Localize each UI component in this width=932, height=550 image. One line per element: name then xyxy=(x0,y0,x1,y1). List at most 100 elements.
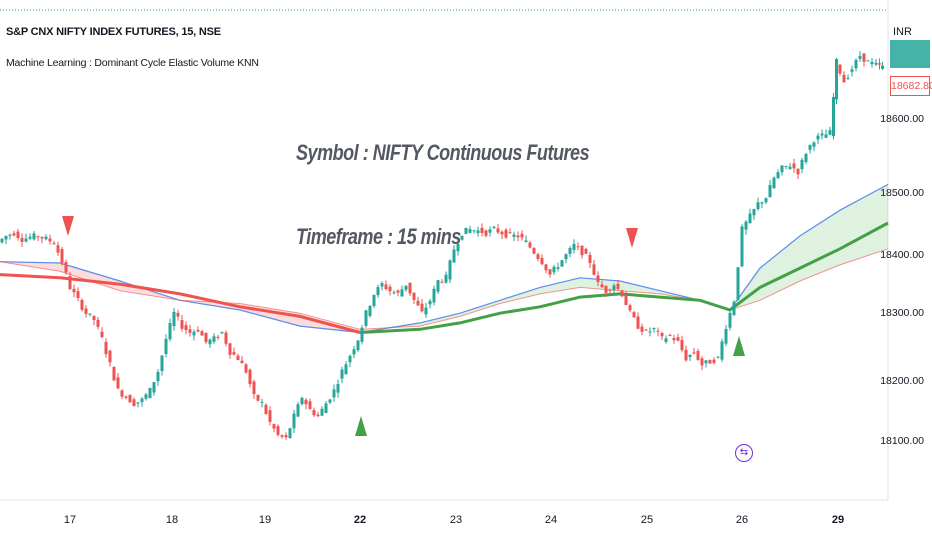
candle-body xyxy=(340,369,344,379)
slow-line xyxy=(0,248,889,330)
candle-body xyxy=(412,292,416,301)
candle-body xyxy=(136,402,140,404)
candle-body xyxy=(168,323,172,340)
candle-body xyxy=(52,243,56,245)
candle-body xyxy=(672,338,676,341)
candle-body xyxy=(500,231,504,235)
candle-body xyxy=(208,339,212,345)
candle-body xyxy=(264,404,268,414)
candle-body xyxy=(820,133,824,136)
candle-body xyxy=(324,403,328,414)
candle-body xyxy=(132,399,136,407)
candle-body xyxy=(344,364,348,375)
sell-signal-marker xyxy=(62,216,74,236)
candle-body xyxy=(612,285,616,290)
time-axis-label: 19 xyxy=(258,514,272,526)
candle-body xyxy=(748,213,752,224)
candle-body xyxy=(472,230,476,232)
candle-body xyxy=(252,381,256,395)
candle-body xyxy=(788,166,792,170)
candle-body xyxy=(436,280,440,292)
candle-body xyxy=(480,227,484,233)
candle-body xyxy=(752,209,756,216)
candle-body xyxy=(596,275,600,282)
candle-body xyxy=(160,355,164,371)
time-axis-label: 17 xyxy=(63,514,77,526)
candle-body xyxy=(120,390,124,397)
currency-label[interactable]: INR xyxy=(893,26,912,38)
candle-body xyxy=(124,396,128,398)
candle-body xyxy=(92,315,96,321)
candle-body xyxy=(260,401,264,403)
candle-body xyxy=(364,310,368,326)
candle-body xyxy=(428,300,432,305)
time-axis-label: 23 xyxy=(449,514,463,526)
candle-body xyxy=(384,284,388,290)
candle-body xyxy=(88,313,92,315)
band-fill-up xyxy=(420,184,888,327)
candle-body xyxy=(576,246,580,248)
candle-body xyxy=(724,329,728,344)
candle-body xyxy=(0,238,4,243)
candle-body xyxy=(76,291,80,298)
time-axis-label: 24 xyxy=(544,514,558,526)
candle-body xyxy=(796,168,800,175)
candle-body xyxy=(764,198,768,203)
candle-body xyxy=(72,288,76,293)
candle-body xyxy=(288,428,292,439)
candle-body xyxy=(640,326,644,332)
candle-body xyxy=(336,384,340,393)
candle-body xyxy=(504,229,508,238)
candle-body xyxy=(800,159,804,170)
candle-body xyxy=(688,354,692,357)
candle-body xyxy=(608,289,612,291)
candle-body xyxy=(832,96,835,137)
event-icon[interactable]: ⇆ xyxy=(735,444,753,462)
candle-body xyxy=(224,332,228,344)
candle-body xyxy=(380,283,384,287)
time-axis-label: 18 xyxy=(165,514,179,526)
candle-body xyxy=(144,394,148,399)
candle-body xyxy=(240,360,244,364)
candle-body xyxy=(128,395,132,403)
candle-body xyxy=(152,382,156,393)
indicator-name[interactable]: Machine Learning : Dominant Cycle Elasti… xyxy=(6,57,259,69)
candle-body xyxy=(700,358,704,366)
candle-body xyxy=(776,172,780,179)
candle-body xyxy=(248,369,252,385)
candle-body xyxy=(874,62,878,65)
candle-body xyxy=(744,221,748,230)
candle-body xyxy=(368,305,372,316)
candle-body xyxy=(20,238,24,243)
candle-body xyxy=(24,238,28,242)
candle-body xyxy=(360,327,364,342)
candle-body xyxy=(408,282,412,294)
candle-body xyxy=(100,331,104,338)
candle-body xyxy=(696,351,700,360)
candle-body xyxy=(148,388,152,399)
candle-body xyxy=(784,166,788,168)
candle-body xyxy=(236,355,240,361)
candle-body xyxy=(492,226,496,229)
candle-body xyxy=(232,352,236,355)
candle-body xyxy=(624,294,628,306)
candle-body xyxy=(320,408,324,416)
candle-body xyxy=(204,332,208,343)
candle-body xyxy=(220,332,224,334)
fast-line-down xyxy=(0,273,361,334)
candle-body xyxy=(516,235,520,238)
candle-body xyxy=(636,316,640,329)
candle-body xyxy=(620,290,624,297)
candle-body xyxy=(112,366,116,381)
candle-body xyxy=(272,424,276,429)
candle-body xyxy=(292,413,296,429)
buy-signal-marker xyxy=(733,336,745,356)
candle-body xyxy=(838,64,842,74)
candle-body xyxy=(808,145,812,150)
candle-body xyxy=(328,399,332,403)
candle-body xyxy=(96,319,100,327)
candle-body xyxy=(8,234,12,236)
price-axis-label: 18200.00 xyxy=(880,375,924,387)
